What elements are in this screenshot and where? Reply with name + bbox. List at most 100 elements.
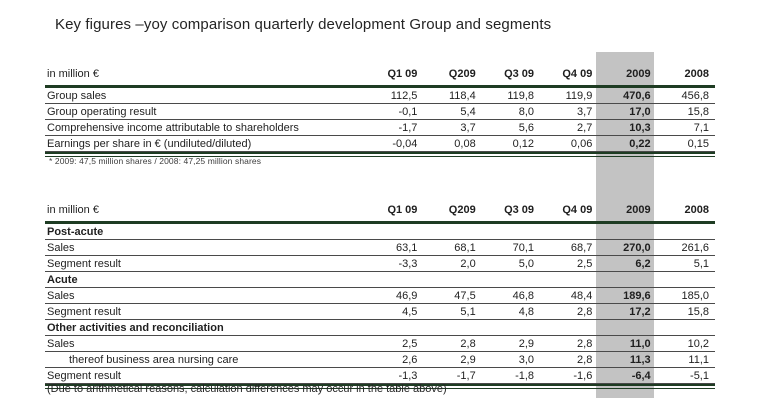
cell-value: 5,1 — [423, 303, 482, 320]
cell-value: 10,3 — [598, 119, 657, 136]
unit-label: in million € — [45, 193, 366, 224]
cell-value: 46,8 — [481, 287, 541, 304]
cell-value: -0,1 — [365, 103, 424, 120]
cell-value: 118,4 — [423, 86, 482, 104]
cell-value: -1,6 — [540, 367, 599, 384]
cell-value: 470,6 — [598, 86, 657, 104]
cell-value: 0,08 — [423, 135, 482, 152]
cell-value: -3,3 — [365, 255, 424, 272]
cell-value: 0,12 — [481, 135, 541, 152]
cell-value: 112,5 — [365, 86, 424, 104]
cell-value: 2,5 — [540, 255, 599, 272]
row-label: Segment result — [45, 367, 366, 384]
cell-value: 2,8 — [540, 303, 599, 320]
cell-value: 119,8 — [481, 86, 541, 104]
cell-value: 2,5 — [365, 335, 424, 352]
cell-value: 0,15 — [656, 135, 715, 152]
cell-value: 4,8 — [481, 303, 541, 320]
cell-value: 0,22 — [598, 135, 657, 152]
cell-value: 456,8 — [656, 86, 715, 104]
cell-value: 5,4 — [423, 103, 482, 120]
column-header: 2008 — [656, 57, 715, 88]
cell-value: 2,9 — [423, 351, 482, 368]
cell-value: 270,0 — [598, 239, 657, 256]
table-row: thereof business area nursing care 2,6 2,9… — [45, 351, 715, 368]
cell-value: 3,7 — [423, 119, 482, 136]
row-label: Segment result — [45, 255, 366, 272]
section-row: Post-acute — [45, 222, 715, 240]
column-header: 2009 — [598, 193, 657, 224]
cell-value: 17,0 — [598, 103, 657, 120]
cell-value: 46,9 — [365, 287, 424, 304]
shares-footnote: * 2009: 47,5 million shares / 2008: 47,2… — [49, 156, 262, 166]
cell-value: 5,0 — [481, 255, 541, 272]
cell-value: 17,2 — [598, 303, 657, 320]
header-row: in million € Q1 09 Q209 Q3 09 Q4 09 2009 2008 — [45, 57, 715, 88]
row-label: Comprehensive income attributable to sha… — [45, 119, 366, 136]
header-row: in million € Q1 09 Q209 Q3 09 Q4 09 2009 2008 — [45, 193, 715, 224]
cell-value: 8,0 — [481, 103, 541, 120]
table-row: Sales 63,1 68,1 70,1 68,7 270,0 261,6 — [45, 239, 715, 256]
cell-value: 3,0 — [481, 351, 541, 368]
table-row: Group operating result -0,1 5,4 8,0 3,7 17,0 1… — [45, 103, 715, 120]
cell-value: 2,0 — [423, 255, 482, 272]
cell-value: 0,06 — [540, 135, 599, 152]
column-header: 2008 — [656, 193, 715, 224]
segments-grid: in million € Q1 09 Q209 Q3 09 Q4 09 2009 2008 P… — [45, 193, 715, 384]
row-label: Sales — [45, 239, 366, 256]
page-title: Key figures –yoy comparison quarterly de… — [55, 16, 552, 33]
cell-value: 11,3 — [598, 351, 657, 368]
segments-table: in million € Q1 09 Q209 Q3 09 Q4 09 2009 2008 P… — [45, 193, 715, 389]
section-row: Other activities and reconciliation — [45, 319, 715, 336]
cell-value: 2,8 — [423, 335, 482, 352]
cell-value: 68,1 — [423, 239, 482, 256]
cell-value: 4,5 — [365, 303, 424, 320]
column-header: 2009 — [598, 57, 657, 88]
cell-value: 68,7 — [540, 239, 599, 256]
cell-value: 119,9 — [540, 86, 599, 104]
cell-value: 5,1 — [656, 255, 715, 272]
cell-value: 5,6 — [481, 119, 541, 136]
cell-value: -1,7 — [365, 119, 424, 136]
row-label: Earnings per share in € (undiluted/dilut… — [45, 135, 366, 152]
rounding-note: (Due to arithmetical reasons, calculatio… — [47, 383, 447, 395]
row-label: Group operating result — [45, 103, 366, 120]
column-header: Q3 09 — [481, 193, 541, 224]
row-label: Segment result — [45, 303, 366, 320]
row-label: thereof business area nursing care — [45, 351, 366, 368]
group-key-figures-grid: in million € Q1 09 Q209 Q3 09 Q4 09 2009 2008 G… — [45, 57, 715, 152]
table-row: Segment result -3,3 2,0 5,0 2,5 6,2 5,1 — [45, 255, 715, 272]
unit-label: in million € — [45, 57, 366, 88]
cell-value: 70,1 — [481, 239, 541, 256]
cell-value: 185,0 — [656, 287, 715, 304]
cell-value: 2,7 — [540, 119, 599, 136]
cell-value: -1,8 — [481, 367, 541, 384]
table-row: Sales 46,9 47,5 46,8 48,4 189,6 185,0 — [45, 287, 715, 304]
cell-value: 10,2 — [656, 335, 715, 352]
cell-value: 7,1 — [656, 119, 715, 136]
column-header: Q1 09 — [365, 193, 424, 224]
column-header: Q4 09 — [540, 193, 599, 224]
cell-value: -0,04 — [365, 135, 424, 152]
section-label: Post-acute — [45, 222, 715, 240]
column-header: Q4 09 — [540, 57, 599, 88]
section-row: Acute — [45, 271, 715, 288]
group-key-figures-table: in million € Q1 09 Q209 Q3 09 Q4 09 2009 2008 G… — [45, 57, 715, 157]
cell-value: 15,8 — [656, 103, 715, 120]
column-header: Q1 09 — [365, 57, 424, 88]
cell-value: -5,1 — [656, 367, 715, 384]
cell-value: 47,5 — [423, 287, 482, 304]
table-row: Group sales 112,5 118,4 119,8 119,9 470,6 456,… — [45, 86, 715, 104]
row-label: Group sales — [45, 86, 366, 104]
cell-value: 261,6 — [656, 239, 715, 256]
cell-value: 11,1 — [656, 351, 715, 368]
column-header: Q209 — [423, 193, 482, 224]
section-label: Acute — [45, 271, 715, 288]
cell-value: 189,6 — [598, 287, 657, 304]
cell-value: 15,8 — [656, 303, 715, 320]
cell-value: 6,2 — [598, 255, 657, 272]
table-row: Sales 2,5 2,8 2,9 2,8 11,0 10,2 — [45, 335, 715, 352]
cell-value: 11,0 — [598, 335, 657, 352]
cell-value: 48,4 — [540, 287, 599, 304]
